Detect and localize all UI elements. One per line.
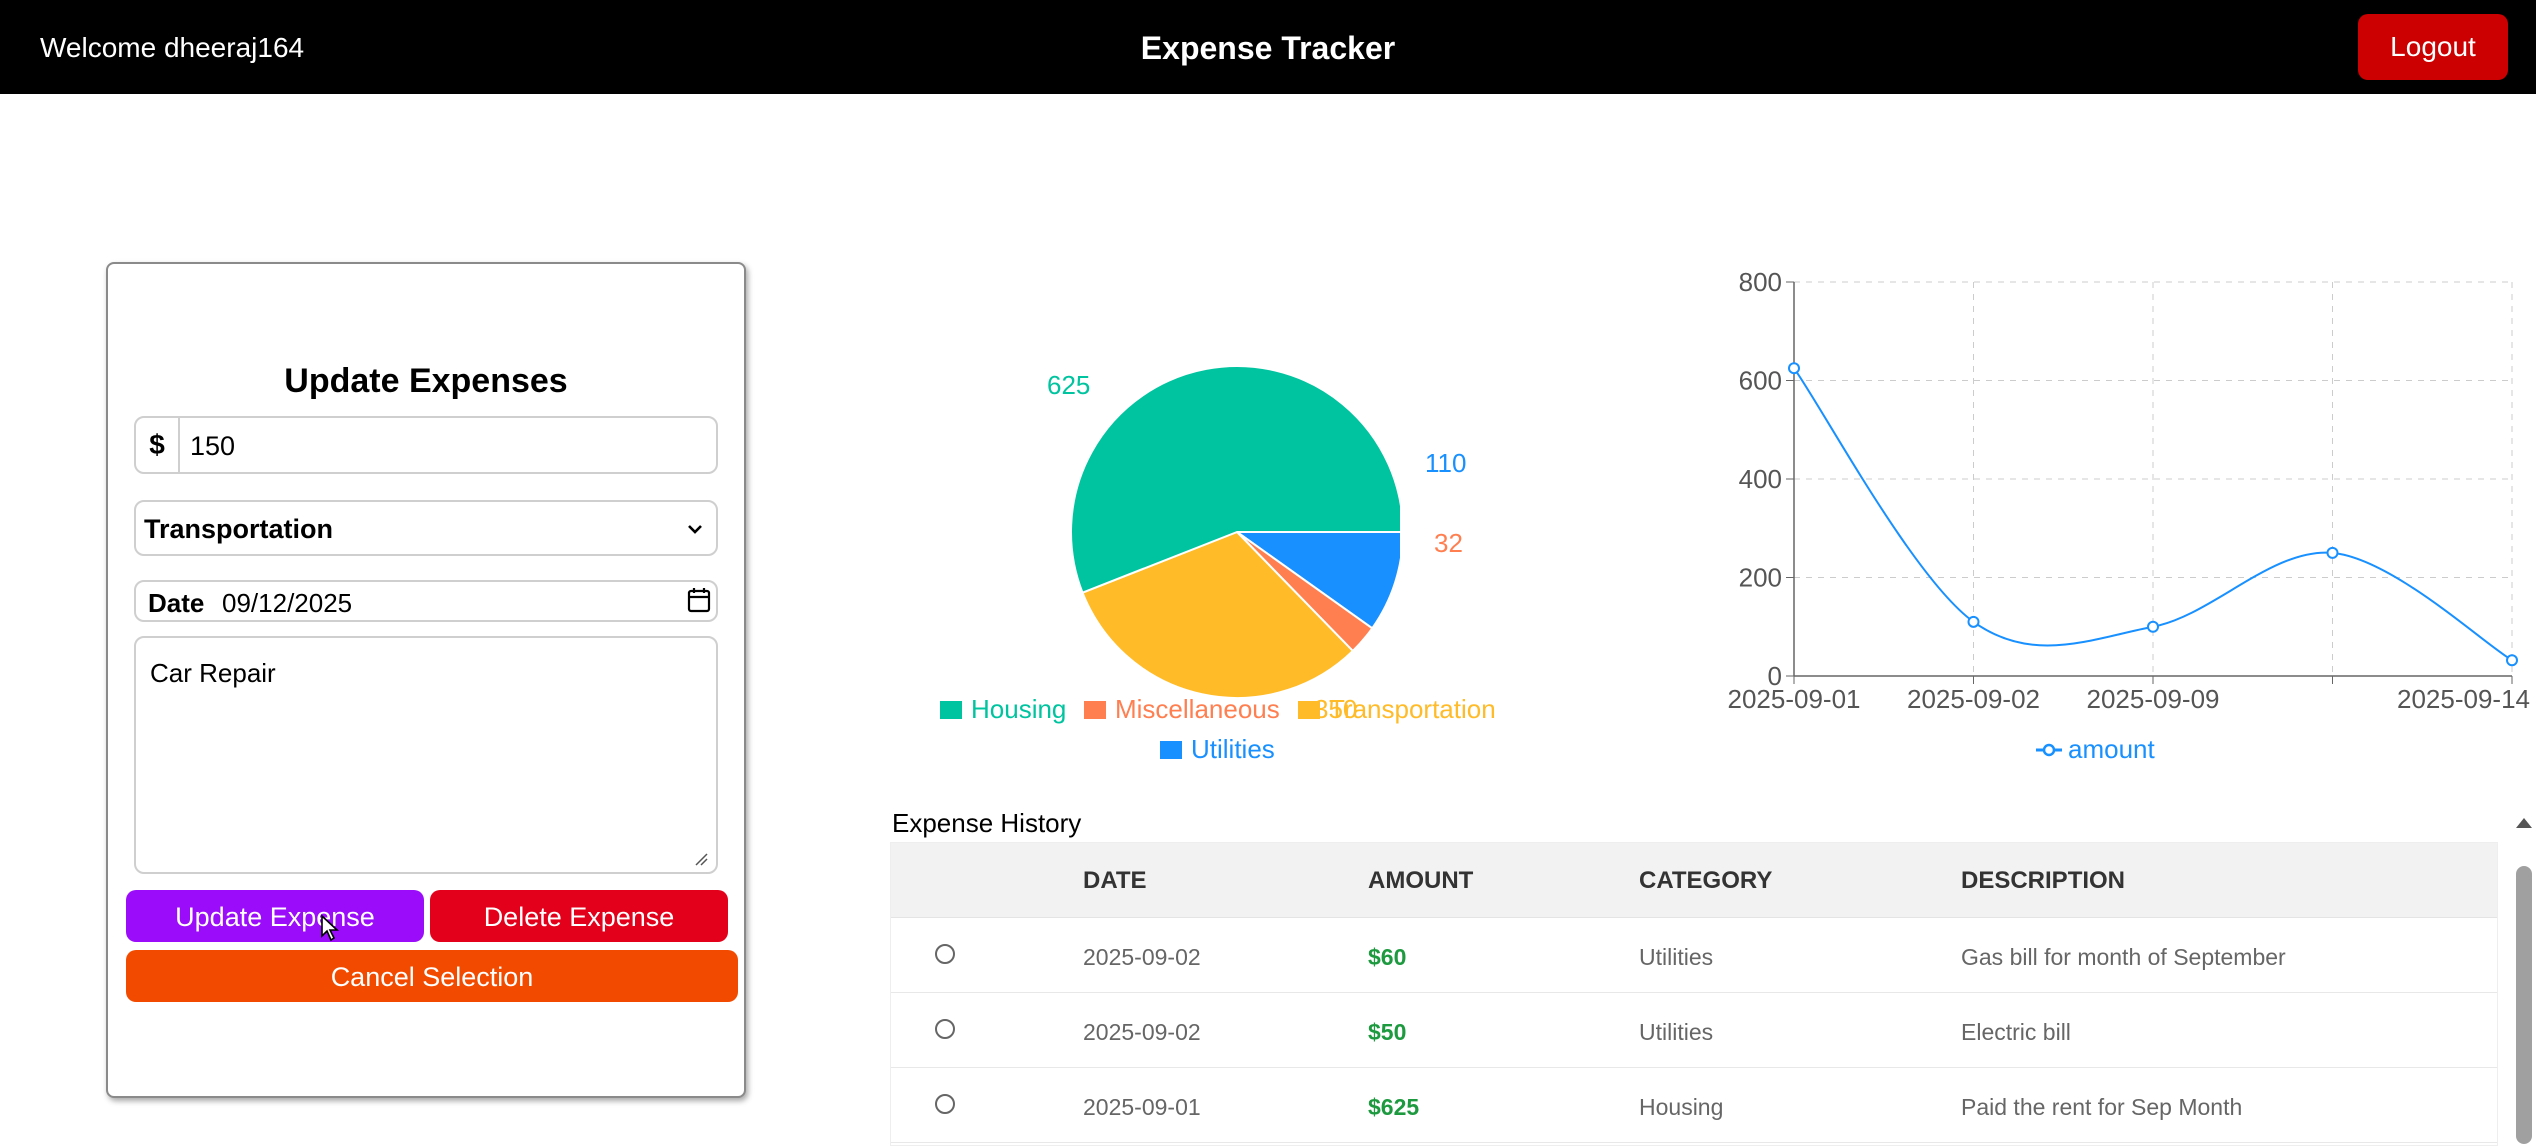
expense-history-table: DATE AMOUNT CATEGORY DESCRIPTION 2025-09… xyxy=(890,842,2498,1146)
legend-swatch xyxy=(1084,700,1106,719)
row-amount: $50 xyxy=(1368,1019,1407,1045)
pie-label-housing: 625 xyxy=(1047,370,1091,400)
row-select-radio[interactable] xyxy=(935,944,955,964)
line-legend-amount[interactable]: amount xyxy=(2036,734,2155,765)
table-row[interactable]: 2025-09-02 $50 Utilities Electric bill xyxy=(891,993,2497,1068)
table-row[interactable]: 2025-09-02 $60 Utilities Gas bill for mo… xyxy=(891,918,2497,993)
row-select-radio[interactable] xyxy=(935,1094,955,1114)
data-point[interactable] xyxy=(2147,620,2159,633)
table-scrollbar[interactable] xyxy=(2504,818,2536,1144)
row-description: Electric bill xyxy=(1961,1019,2071,1045)
legend-label: Housing xyxy=(971,694,1067,724)
cancel-selection-button[interactable]: Cancel Selection xyxy=(126,950,738,1002)
legend-miscellaneous[interactable]: Miscellaneous xyxy=(1084,694,1280,725)
logout-button[interactable]: Logout xyxy=(2358,14,2508,80)
legend-utilities[interactable]: Utilities xyxy=(1160,734,1275,765)
row-description: Paid the rent for Sep Month xyxy=(1961,1094,2243,1120)
date-input[interactable]: Date 09/12/2025 xyxy=(134,580,718,622)
description-value[interactable]: Car Repair xyxy=(150,658,276,688)
update-expense-form: Update Expenses $ 150 Transportation Dat… xyxy=(106,262,746,1098)
form-title: Update Expenses xyxy=(284,362,568,400)
app-title: Expense Tracker xyxy=(1140,30,1396,66)
y-tick-label: 400 xyxy=(1739,464,1782,494)
date-label: Date xyxy=(148,588,205,618)
description-textarea[interactable]: Car Repair xyxy=(134,636,718,874)
pie-slice-utilities[interactable] xyxy=(1233,531,1400,630)
date-value[interactable]: 09/12/2025 xyxy=(222,588,353,618)
row-date: 2025-09-02 xyxy=(1083,1019,1201,1045)
y-tick-label: 200 xyxy=(1739,563,1782,593)
amount-line-chart: 0 200 400 600 800 2025-09-01 2025-09-02 2025-09… xyxy=(1728,270,2531,714)
pie-label-transportation: 350 xyxy=(1314,694,1358,724)
row-amount: $625 xyxy=(1368,1094,1420,1120)
update-expense-button[interactable]: Update Expense xyxy=(126,890,424,942)
y-tick-label: 0 xyxy=(1768,661,1782,691)
scroll-thumb[interactable] xyxy=(2516,866,2532,1144)
category-value: Transportation xyxy=(144,514,334,544)
x-tick-label: 2025-09-01 xyxy=(1728,684,1861,714)
legend-transportation[interactable]: Transportation xyxy=(1298,694,1496,725)
row-description: Gas bill for month of September xyxy=(1961,944,2286,970)
pie-slice-transportation[interactable] xyxy=(1081,530,1355,699)
category-pie-chart xyxy=(1070,365,1400,699)
data-point[interactable] xyxy=(1967,615,1980,628)
col-date: DATE xyxy=(1083,867,1147,894)
data-point[interactable] xyxy=(1788,362,1800,375)
row-category: Housing xyxy=(1639,1094,1724,1120)
col-amount: AMOUNT xyxy=(1368,867,1474,894)
amount-input[interactable]: $ 150 xyxy=(134,416,718,474)
legend-label: Transportation xyxy=(1329,694,1496,724)
legend-swatch xyxy=(1298,700,1320,719)
legend-swatch xyxy=(1160,740,1182,759)
table-row[interactable]: 2025-09-01 $625 Housing Paid the rent fo… xyxy=(891,1068,2497,1143)
legend-label: Utilities xyxy=(1191,734,1275,764)
amount-value[interactable]: 150 xyxy=(190,431,236,461)
chevron-down-icon xyxy=(688,525,702,534)
x-tick-label: 2025-09-09 xyxy=(2087,684,2220,714)
data-point[interactable] xyxy=(2326,546,2339,559)
resize-grip-icon[interactable] xyxy=(694,852,708,866)
row-date: 2025-09-01 xyxy=(1083,1094,1201,1120)
data-point[interactable] xyxy=(2506,654,2518,667)
row-amount: $60 xyxy=(1368,944,1407,970)
col-description: DESCRIPTION xyxy=(1961,867,2126,894)
legend-label: Miscellaneous xyxy=(1115,694,1280,724)
line-legend-label: amount xyxy=(2068,734,2155,764)
pie-label-utilities: 110 xyxy=(1425,448,1467,478)
x-tick-label: 2025-09-02 xyxy=(1907,684,2040,714)
table-header: DATE AMOUNT CATEGORY DESCRIPTION xyxy=(891,843,2497,918)
legend-housing[interactable]: Housing xyxy=(940,694,1066,725)
row-date: 2025-09-02 xyxy=(1083,944,1201,970)
col-category: CATEGORY xyxy=(1639,867,1773,894)
calendar-icon[interactable] xyxy=(686,586,712,614)
series-line-amount xyxy=(1793,367,2513,662)
mouse-cursor-icon xyxy=(321,914,340,942)
pie-slice-housing[interactable] xyxy=(1070,365,1400,594)
line-legend-icon xyxy=(2036,743,2062,756)
row-category: Utilities xyxy=(1639,1019,1714,1045)
currency-prefix: $ xyxy=(136,418,180,472)
x-tick-label: 2025-09-14 xyxy=(2397,684,2530,714)
expense-history-title: Expense History xyxy=(892,808,1082,838)
y-tick-label: 600 xyxy=(1739,366,1782,396)
category-select[interactable]: Transportation xyxy=(134,500,718,556)
welcome-text: Welcome dheeraj164 xyxy=(40,32,305,63)
y-tick-label: 800 xyxy=(1739,270,1782,297)
legend-swatch xyxy=(940,700,962,719)
top-navbar: Welcome dheeraj164 Expense Tracker Logou… xyxy=(0,0,2536,94)
scroll-up-arrow-icon[interactable] xyxy=(2516,818,2532,828)
row-category: Utilities xyxy=(1639,944,1714,970)
delete-expense-button[interactable]: Delete Expense xyxy=(430,890,728,942)
pie-label-miscellaneous: 32 xyxy=(1434,528,1463,558)
row-select-radio[interactable] xyxy=(935,1019,955,1039)
